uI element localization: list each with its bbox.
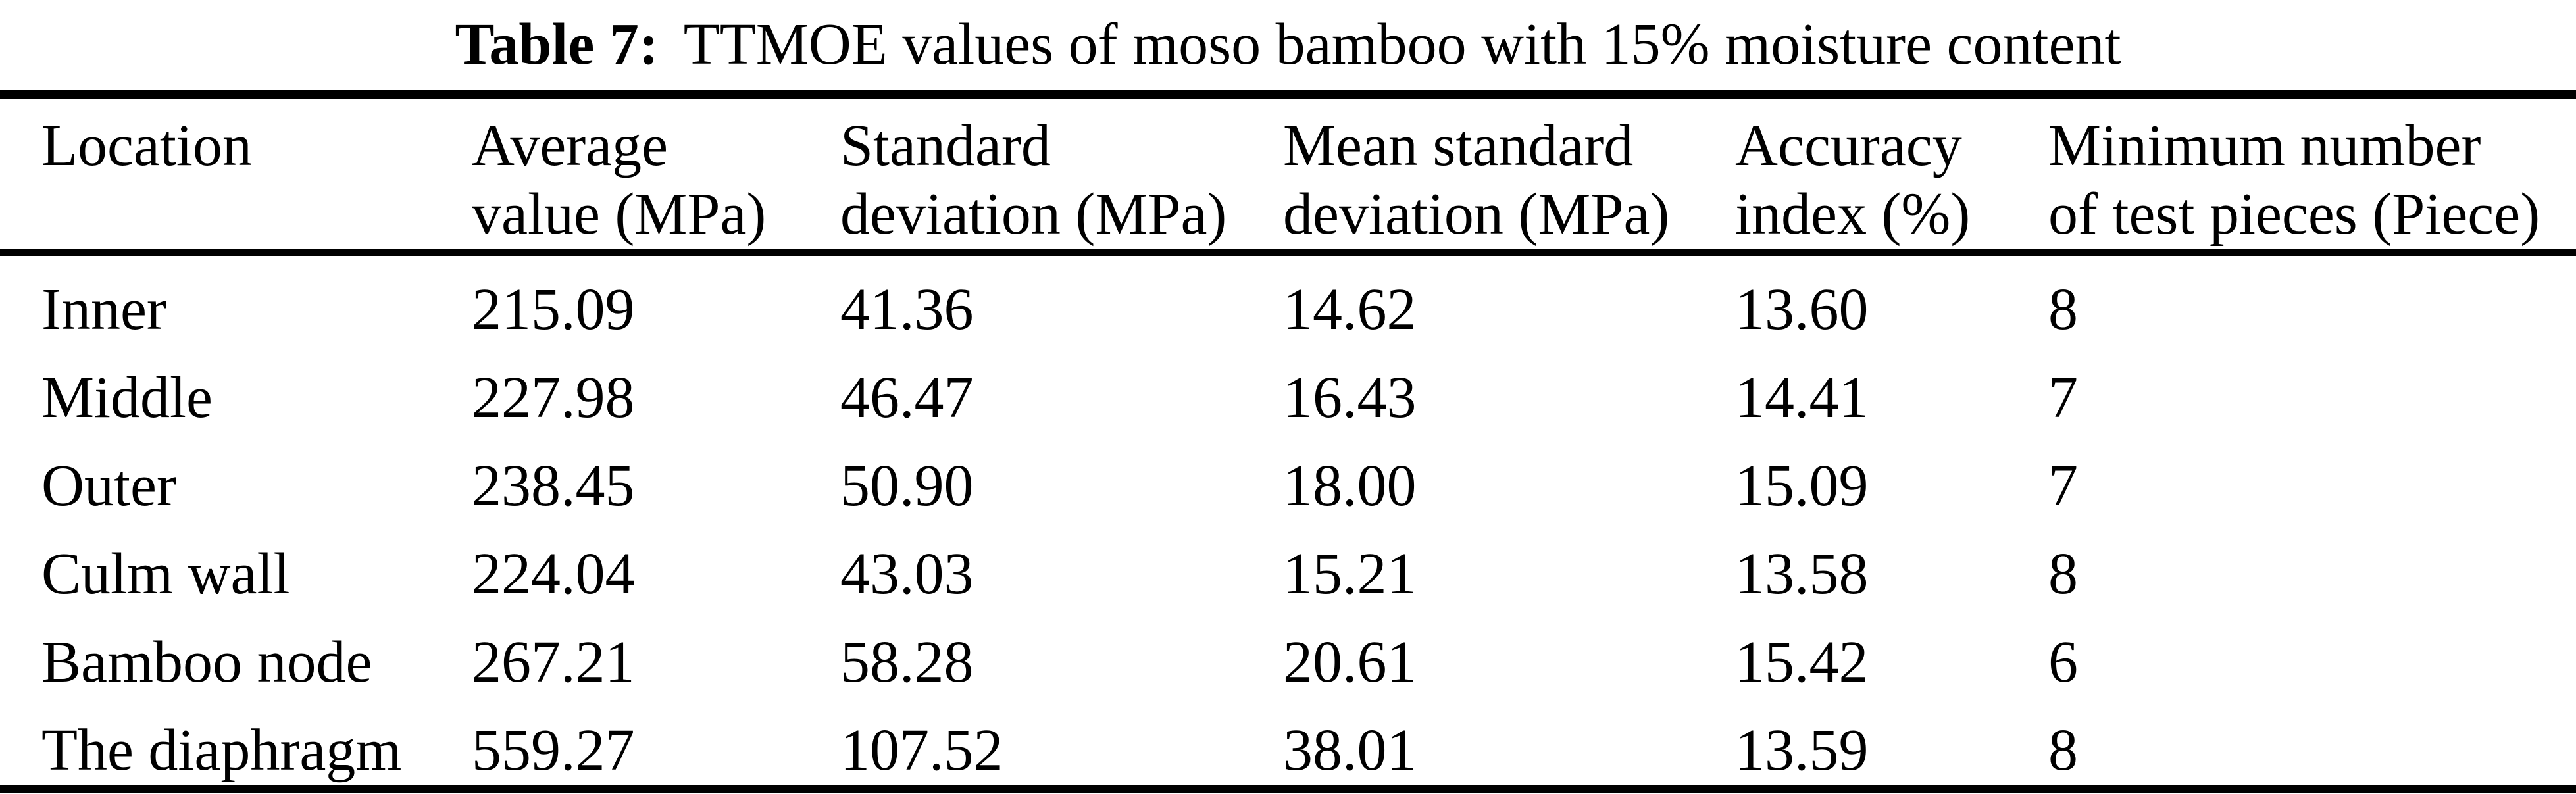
- cell-average-value: 215.09: [472, 277, 635, 342]
- header-line1: Standard: [840, 113, 1051, 178]
- header-line2: index (%): [1735, 182, 1971, 247]
- header-line2: of test pieces (Piece): [2048, 182, 2540, 247]
- cell-accuracy-index: 15.09: [1735, 453, 1869, 518]
- header-cell-location: Location: [0, 95, 472, 253]
- cell-mean-standard-deviation: 14.62: [1283, 277, 1417, 342]
- cell-minimum-pieces: 8: [2048, 541, 2078, 607]
- table-row: Culm wall 224.04 43.03 15.21 13.58 8: [0, 520, 2576, 608]
- cell-mean-standard-deviation: 38.01: [1283, 718, 1417, 783]
- cell-accuracy-index: 13.60: [1735, 277, 1869, 342]
- cell-minimum-pieces: 6: [2048, 630, 2078, 695]
- cell-accuracy-index: 13.59: [1735, 718, 1869, 783]
- cell-standard-deviation: 50.90: [840, 453, 974, 518]
- header-cell-average-value: Average value (MPa): [472, 95, 840, 253]
- cell-minimum-pieces: 7: [2048, 453, 2078, 518]
- caption-label: Table 7:: [455, 12, 659, 77]
- cell-minimum-pieces: 8: [2048, 277, 2078, 342]
- header-row: Location Average value (MPa) Standard de…: [0, 95, 2576, 253]
- header-cell-minimum-pieces: Minimum number of test pieces (Piece): [2048, 95, 2576, 253]
- cell-location: Bamboo node: [41, 630, 372, 695]
- cell-minimum-pieces: 8: [2048, 718, 2078, 783]
- cell-average-value: 238.45: [472, 453, 635, 518]
- caption-text: TTMOE values of moso bamboo with 15% moi…: [683, 12, 2121, 77]
- table-row: Outer 238.45 50.90 18.00 15.09 7: [0, 432, 2576, 520]
- table-row: The diaphragm 559.27 107.52 38.01 13.59 …: [0, 697, 2576, 789]
- cell-location: Culm wall: [41, 541, 290, 607]
- table-header: Location Average value (MPa) Standard de…: [0, 95, 2576, 253]
- cell-mean-standard-deviation: 20.61: [1283, 630, 1417, 695]
- cell-standard-deviation: 58.28: [840, 630, 974, 695]
- cell-accuracy-index: 13.58: [1735, 541, 1869, 607]
- table-caption: Table 7: TTMOE values of moso bamboo with…: [0, 0, 2576, 90]
- cell-location: Outer: [41, 453, 176, 518]
- cell-minimum-pieces: 7: [2048, 365, 2078, 430]
- cell-location: Middle: [41, 365, 213, 430]
- header-line2: deviation (MPa): [1283, 182, 1670, 247]
- data-table: Location Average value (MPa) Standard de…: [0, 90, 2576, 793]
- cell-mean-standard-deviation: 18.00: [1283, 453, 1417, 518]
- header-line1: Minimum number: [2048, 113, 2481, 178]
- cell-location: Inner: [41, 277, 166, 342]
- header-cell-standard-deviation: Standard deviation (MPa): [840, 95, 1283, 253]
- cell-average-value: 224.04: [472, 541, 635, 607]
- header-line2: deviation (MPa): [840, 182, 1227, 247]
- header-line1: Accuracy: [1735, 113, 1962, 178]
- cell-average-value: 559.27: [472, 718, 635, 783]
- header-cell-mean-standard-deviation: Mean standard deviation (MPa): [1283, 95, 1735, 253]
- table-body: Inner 215.09 41.36 14.62 13.60 8 Middle …: [0, 253, 2576, 789]
- cell-accuracy-index: 14.41: [1735, 365, 1869, 430]
- table-row: Bamboo node 267.21 58.28 20.61 15.42 6: [0, 608, 2576, 697]
- cell-standard-deviation: 41.36: [840, 277, 974, 342]
- cell-accuracy-index: 15.42: [1735, 630, 1869, 695]
- table-row: Inner 215.09 41.36 14.62 13.60 8: [0, 253, 2576, 345]
- cell-standard-deviation: 43.03: [840, 541, 974, 607]
- cell-standard-deviation: 107.52: [840, 718, 1003, 783]
- header-line2: value (MPa): [472, 182, 767, 247]
- header-line1: Average: [472, 113, 669, 178]
- table-row: Middle 227.98 46.47 16.43 14.41 7: [0, 344, 2576, 432]
- cell-mean-standard-deviation: 15.21: [1283, 541, 1417, 607]
- cell-location: The diaphragm: [41, 718, 402, 783]
- cell-mean-standard-deviation: 16.43: [1283, 365, 1417, 430]
- cell-standard-deviation: 46.47: [840, 365, 974, 430]
- header-cell-accuracy-index: Accuracy index (%): [1735, 95, 2048, 253]
- header-line1: Location: [41, 113, 252, 178]
- cell-average-value: 227.98: [472, 365, 635, 430]
- header-line1: Mean standard: [1283, 113, 1634, 178]
- cell-average-value: 267.21: [472, 630, 635, 695]
